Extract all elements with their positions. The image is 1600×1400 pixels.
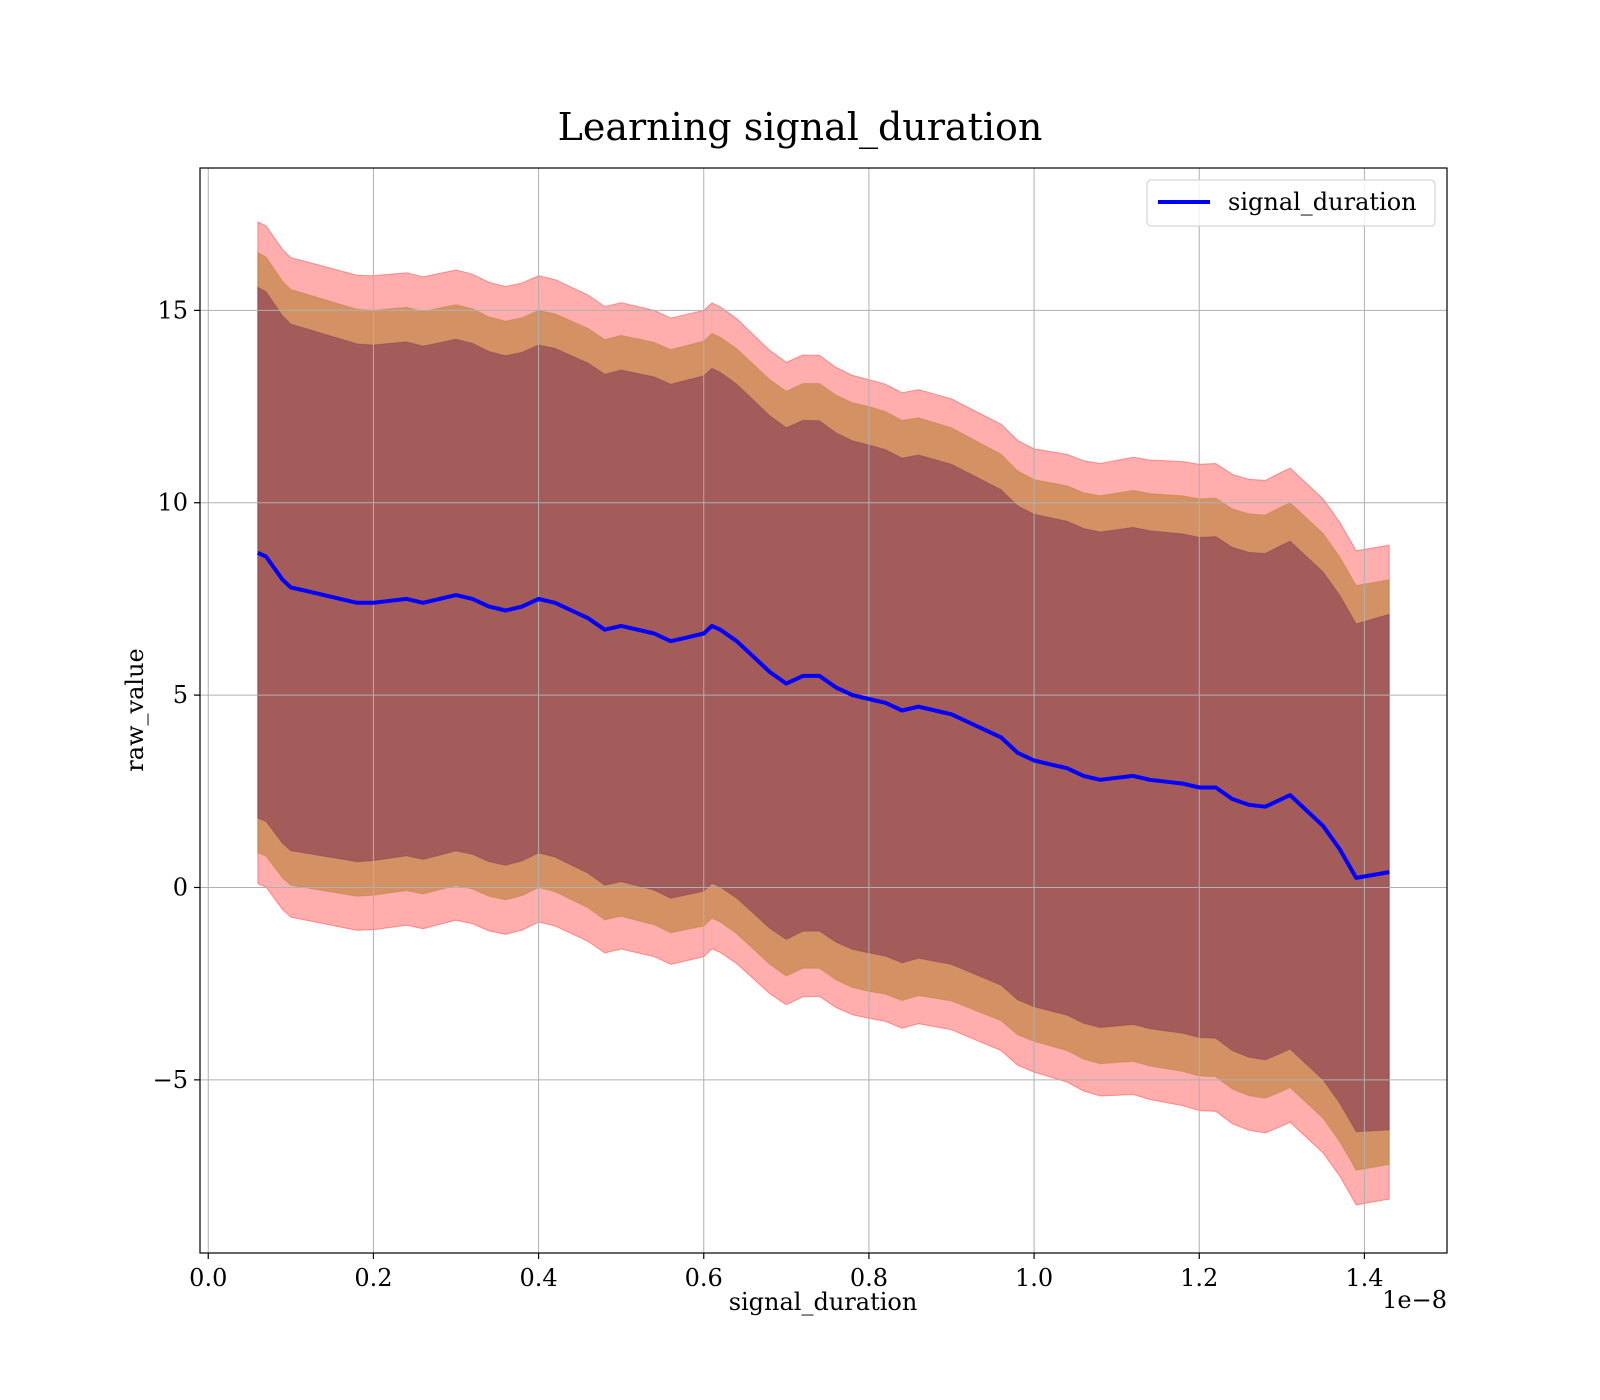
x-axis-offset-label: 1e−8: [1382, 1286, 1447, 1314]
x-tick-label: 0.4: [520, 1264, 558, 1292]
legend-label: signal_duration: [1228, 188, 1417, 216]
x-tick-label: 0.0: [189, 1264, 227, 1292]
x-tick-label: 1.0: [1015, 1264, 1053, 1292]
chart-title: Learning signal_duration: [558, 105, 1043, 150]
x-tick-label: 0.6: [685, 1264, 723, 1292]
legend: signal_duration: [1146, 179, 1436, 227]
x-axis-label: signal_duration: [729, 1288, 918, 1316]
legend-box: [1146, 179, 1436, 227]
series-line-group: [256, 550, 1390, 880]
band-inner: [257, 286, 1390, 1133]
confidence-bands: [257, 221, 1390, 1206]
y-tick-label: 10: [157, 489, 188, 517]
series-line-signal-duration: [256, 550, 1390, 880]
grid-lines: [200, 168, 1447, 1253]
x-tick-label: 1.4: [1345, 1264, 1383, 1292]
y-axis-ticks: −5 0 5 10 15: [153, 296, 200, 1094]
x-axis-ticks: 0.0 0.2 0.4 0.6 0.8 1.0 1.2 1.4: [189, 1253, 1384, 1292]
y-tick-label: 5: [173, 681, 188, 709]
y-tick-label: −5: [153, 1066, 188, 1094]
y-tick-label: 15: [157, 296, 188, 324]
plot-frame: [199, 167, 1448, 1254]
x-tick-label: 0.2: [354, 1264, 392, 1292]
y-axis-label: raw_value: [121, 648, 149, 772]
x-tick-label: 0.8: [850, 1264, 888, 1292]
x-tick-label: 1.2: [1180, 1264, 1218, 1292]
y-tick-label: 0: [173, 873, 188, 901]
